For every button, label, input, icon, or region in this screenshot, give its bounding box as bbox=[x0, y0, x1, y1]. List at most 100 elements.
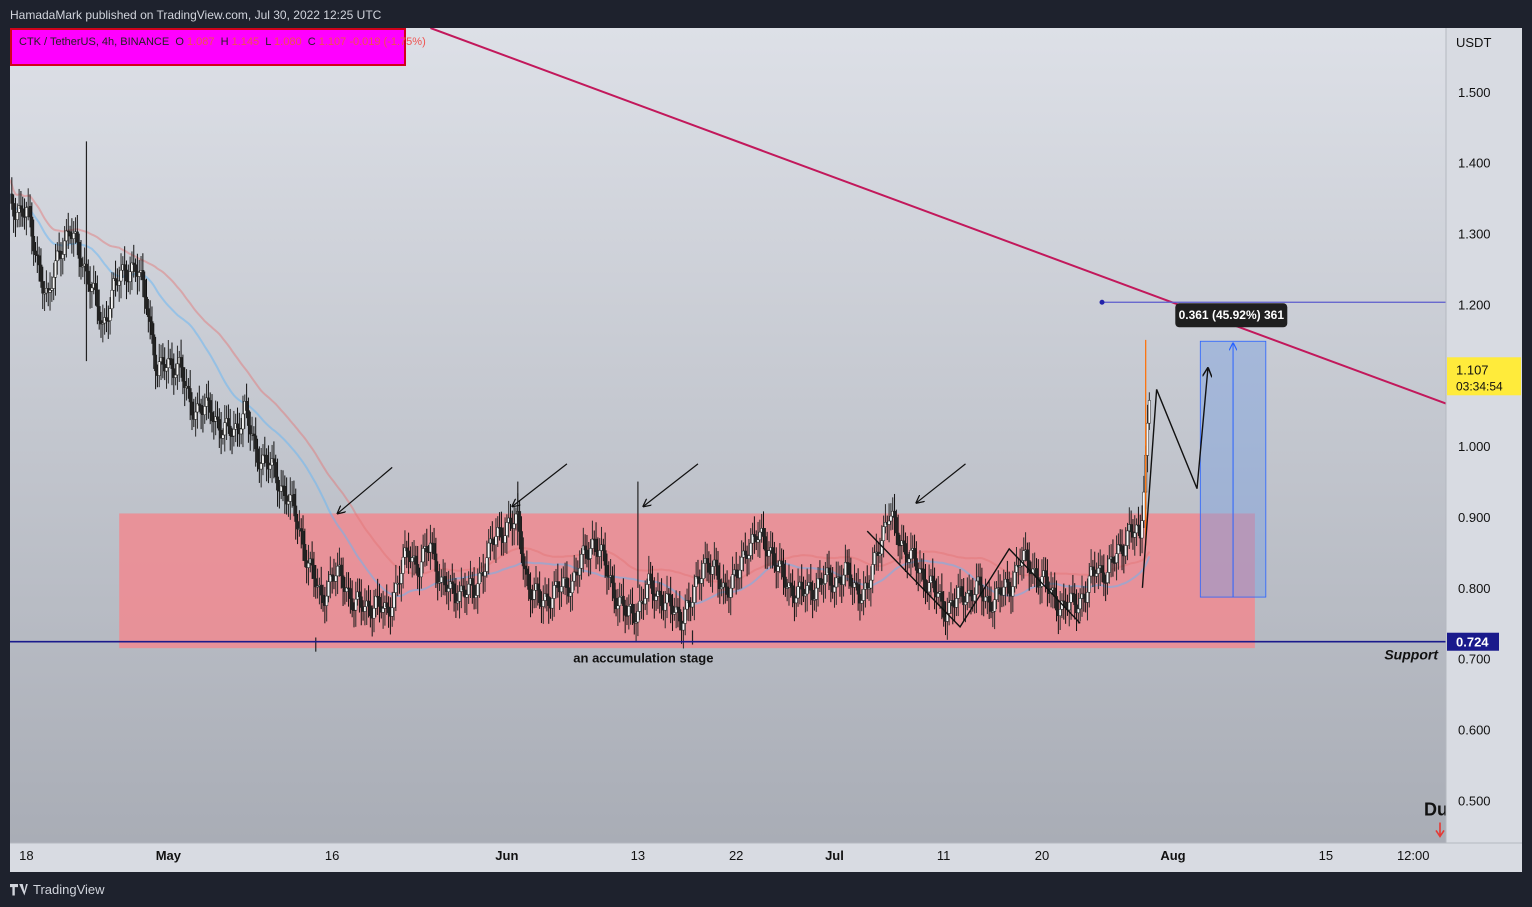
candle-body bbox=[245, 401, 249, 411]
candle-body bbox=[803, 593, 807, 597]
candle-body bbox=[117, 280, 121, 286]
candle-body bbox=[740, 556, 744, 571]
candle-body bbox=[68, 231, 72, 237]
candle-body bbox=[856, 584, 860, 595]
candle-body bbox=[196, 403, 199, 413]
candle-body bbox=[336, 565, 340, 577]
price-tick-label: 1.000 bbox=[1458, 439, 1491, 454]
candle-body bbox=[1025, 549, 1029, 561]
candle-body bbox=[296, 521, 300, 530]
candle-body bbox=[463, 589, 467, 598]
candle-body bbox=[525, 568, 529, 575]
candle-body bbox=[800, 581, 804, 590]
candle-body bbox=[21, 208, 25, 217]
candle-body bbox=[843, 562, 847, 576]
candle-body bbox=[541, 600, 545, 607]
candle-body bbox=[425, 546, 429, 553]
support-label: Support bbox=[1384, 647, 1439, 663]
tradingview-logo[interactable]: TradingView bbox=[10, 882, 105, 897]
candle-body bbox=[350, 598, 354, 610]
candle-body bbox=[1146, 422, 1149, 456]
candle-body bbox=[752, 534, 756, 537]
candle-body bbox=[86, 270, 90, 285]
candle-body bbox=[119, 269, 123, 282]
candle-body bbox=[327, 581, 330, 597]
candle-body bbox=[95, 289, 99, 307]
candle-body bbox=[443, 576, 447, 586]
candle-body bbox=[75, 231, 79, 243]
candle-body bbox=[1126, 530, 1129, 546]
candle-body bbox=[791, 585, 795, 597]
candle-body bbox=[913, 548, 917, 559]
candle-body bbox=[410, 557, 414, 563]
candle-body bbox=[487, 542, 491, 559]
candle-body bbox=[345, 587, 349, 592]
candle-body bbox=[268, 464, 272, 470]
candle-body bbox=[179, 357, 183, 368]
candle-body bbox=[711, 566, 714, 575]
candle-body bbox=[743, 550, 747, 556]
candle-body bbox=[1129, 524, 1133, 533]
candle-body bbox=[141, 270, 145, 281]
candle-body bbox=[205, 397, 209, 407]
candle-body bbox=[1011, 586, 1015, 597]
support-price-label: 0.724 bbox=[1456, 635, 1489, 650]
candle-body bbox=[219, 429, 223, 439]
candle-body bbox=[438, 581, 441, 584]
candle-body bbox=[17, 205, 21, 213]
candle-body bbox=[556, 581, 560, 588]
candle-body bbox=[1140, 520, 1144, 539]
candle-body bbox=[170, 358, 174, 369]
symbol-legend[interactable]: CTK / TetherUS, 4h, BINANCE O 1.087 H 1.… bbox=[10, 28, 426, 66]
candle-body bbox=[718, 579, 722, 590]
candle-body bbox=[472, 585, 476, 598]
candle-body bbox=[867, 587, 871, 590]
candle-body bbox=[663, 602, 667, 611]
candle-body bbox=[1002, 586, 1006, 596]
candle-body bbox=[279, 485, 283, 492]
candle-body bbox=[1086, 592, 1089, 603]
legend-l-value: 1.080 bbox=[274, 36, 302, 48]
candle-body bbox=[1087, 575, 1091, 593]
candle-body bbox=[458, 591, 461, 602]
chart-area[interactable]: 0.361 (45.92%) 361 an accumulation stage S… bbox=[10, 28, 1522, 872]
candle-body bbox=[77, 242, 81, 259]
publisher-text: HamadaMark published on TradingView.com,… bbox=[10, 8, 382, 22]
candle-body bbox=[809, 582, 813, 591]
candle-body bbox=[1135, 524, 1139, 534]
candle-body bbox=[687, 600, 691, 604]
candle-body bbox=[956, 587, 960, 599]
time-tick-label: May bbox=[156, 848, 182, 863]
candle-body bbox=[621, 595, 625, 606]
plot-background bbox=[10, 28, 1522, 872]
candle-body bbox=[392, 592, 396, 609]
candle-body bbox=[37, 255, 41, 266]
candle-body bbox=[594, 538, 598, 553]
current-price-label: 1.107 bbox=[1456, 362, 1489, 377]
candle-body bbox=[1104, 582, 1108, 584]
candle-body bbox=[145, 296, 148, 309]
candle-body bbox=[560, 586, 563, 593]
candle-body bbox=[448, 581, 452, 589]
candle-body bbox=[772, 553, 776, 566]
candle-body bbox=[276, 476, 279, 491]
candle-body bbox=[407, 550, 411, 558]
candle-body bbox=[183, 381, 187, 388]
candle-body bbox=[41, 281, 45, 294]
candle-body bbox=[572, 571, 576, 582]
candle-body bbox=[321, 594, 325, 604]
candle-body bbox=[894, 517, 898, 534]
candle-body bbox=[399, 573, 403, 584]
chart-svg[interactable]: 0.361 (45.92%) 361 an accumulation stage S… bbox=[10, 28, 1522, 872]
price-tick-label: 0.800 bbox=[1458, 581, 1491, 596]
candle-body bbox=[858, 594, 862, 604]
candle-body bbox=[691, 602, 694, 608]
candle-body bbox=[94, 283, 97, 291]
candle-body bbox=[197, 403, 201, 406]
candle-body bbox=[330, 574, 334, 577]
candle-body bbox=[312, 564, 316, 579]
candle-body bbox=[52, 277, 56, 289]
candle-body bbox=[605, 565, 609, 577]
candle-body bbox=[108, 308, 112, 321]
candle-body bbox=[10, 193, 14, 204]
